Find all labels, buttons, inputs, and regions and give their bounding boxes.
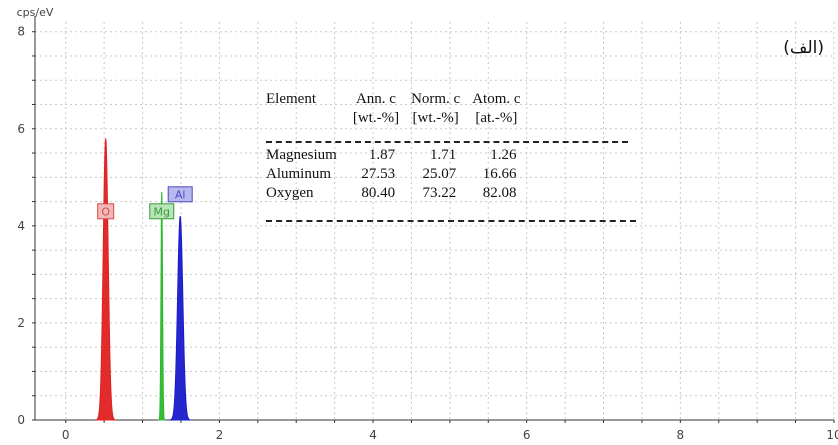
y-tick-label: 6 — [17, 122, 25, 136]
norm-value: 73.22 — [422, 185, 457, 201]
atom-value: 82.08 — [482, 185, 517, 201]
spectrum-peaks — [95, 138, 192, 421]
norm-value: 25.07 — [422, 166, 457, 182]
x-tick-label: 8 — [677, 428, 685, 442]
ann-value: 80.40 — [361, 185, 396, 201]
element-name: Aluminum — [266, 166, 332, 182]
y-axis-unit: cps/eV — [17, 6, 54, 19]
y-tick-label: 2 — [17, 316, 25, 330]
axes — [32, 16, 835, 423]
ann-value: 1.87 — [368, 147, 396, 163]
table-row: Oxygen 80.40 73.22 82.08 — [266, 184, 527, 203]
x-tick-label: 4 — [369, 428, 377, 442]
label-box-o — [97, 203, 115, 220]
table-divider-top — [266, 141, 628, 143]
element-name: Magnesium — [266, 147, 337, 163]
table-row: Magnesium 1.87 1.71 1.26 — [266, 146, 527, 165]
label-box-al — [167, 186, 193, 203]
label-text-o: O — [101, 205, 110, 218]
element-name: Oxygen — [266, 185, 314, 201]
peak-o — [95, 138, 117, 421]
grid-lines — [35, 22, 835, 420]
col-ann-header: Ann. c [wt.-%] — [352, 91, 400, 126]
atom-value: 1.26 — [490, 147, 517, 163]
peak-mg — [158, 191, 166, 421]
x-tick-label: 2 — [216, 428, 224, 442]
table-row: Aluminum 27.53 25.07 16.66 — [266, 165, 527, 184]
y-tick-label: 8 — [17, 25, 25, 39]
ann-value: 27.53 — [361, 166, 396, 182]
element-labels: O Mg Al — [97, 186, 193, 220]
label-text-al: Al — [175, 188, 186, 201]
label-box-mg — [149, 203, 175, 220]
col-element-header: Element — [266, 91, 316, 107]
x-tick-label: 10 — [826, 428, 838, 442]
col-norm-header: Norm. c [wt.-%] — [411, 91, 461, 126]
peak-al — [169, 216, 192, 421]
quantification-table: Element Ann. c [wt.-%] Norm. c [wt.-%] Ato… — [266, 90, 527, 203]
table-divider-bottom — [266, 220, 636, 222]
tick-labels: 0 2 4 6 8 0 2 4 6 8 10 cps/eV — [17, 6, 838, 442]
norm-value: 1.71 — [429, 147, 457, 163]
table-header: Element Ann. c [wt.-%] Norm. c [wt.-%] Ato… — [266, 90, 527, 146]
x-tick-label: 0 — [62, 428, 70, 442]
x-tick-label: 6 — [523, 428, 531, 442]
label-text-mg: Mg — [154, 205, 170, 218]
y-tick-label: 0 — [17, 413, 25, 427]
atom-value: 16.66 — [482, 166, 517, 182]
y-tick-label: 4 — [17, 219, 25, 233]
panel-label: (الف) — [783, 38, 824, 58]
col-atom-header: Atom. c [at.-%] — [472, 91, 521, 126]
